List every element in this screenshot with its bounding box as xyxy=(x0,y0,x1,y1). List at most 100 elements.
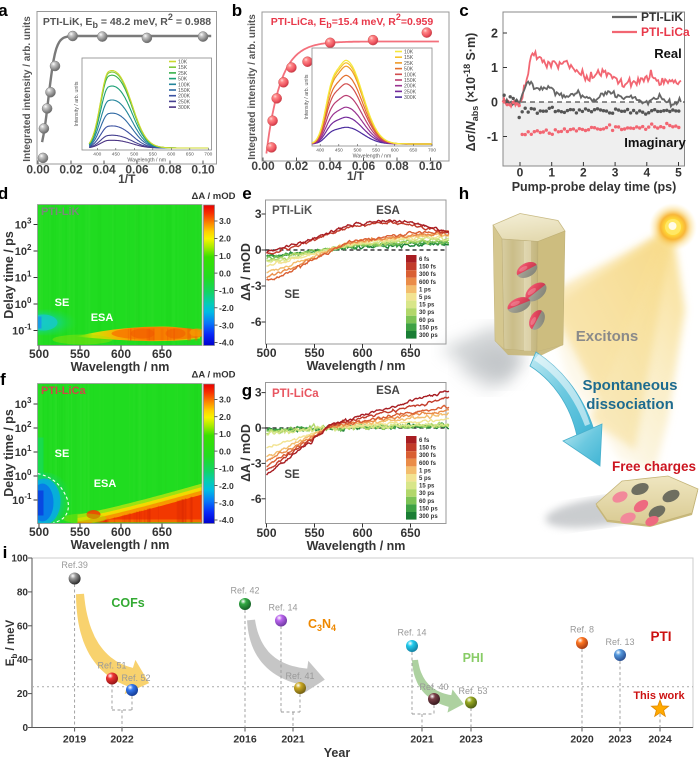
svg-text:400: 400 xyxy=(316,148,324,154)
svg-text:Ref. 14: Ref. 14 xyxy=(397,628,426,638)
svg-text:Wavelength / nm: Wavelength / nm xyxy=(71,538,170,552)
svg-text:-3.0: -3.0 xyxy=(219,498,234,508)
svg-text:300 fs: 300 fs xyxy=(419,272,437,278)
svg-text:600 fs: 600 fs xyxy=(419,461,437,467)
svg-text:100K: 100K xyxy=(404,72,417,78)
svg-text:550: 550 xyxy=(372,148,380,154)
svg-text:0: 0 xyxy=(255,243,262,257)
svg-text:Ref. 40: Ref. 40 xyxy=(419,682,448,692)
svg-text:c: c xyxy=(459,1,468,20)
svg-text:PTI-LiCa: PTI-LiCa xyxy=(641,25,690,39)
svg-text:650: 650 xyxy=(152,525,172,539)
svg-text:15 ps: 15 ps xyxy=(419,484,435,490)
svg-text:SE: SE xyxy=(55,448,70,460)
svg-text:PTI-LiK: PTI-LiK xyxy=(272,205,313,217)
svg-text:60: 60 xyxy=(17,621,29,632)
svg-text:Ref. 42: Ref. 42 xyxy=(230,586,259,596)
svg-text:PTI: PTI xyxy=(650,629,671,644)
svg-text:30 ps: 30 ps xyxy=(419,310,435,316)
svg-text:50K: 50K xyxy=(178,77,188,83)
svg-text:ESA: ESA xyxy=(94,478,117,490)
svg-text:2019: 2019 xyxy=(63,734,87,746)
svg-text:0: 0 xyxy=(491,96,498,110)
svg-text:500: 500 xyxy=(29,347,49,361)
svg-text:200K: 200K xyxy=(178,94,191,100)
svg-text:0.06: 0.06 xyxy=(125,163,149,177)
svg-text:0.02: 0.02 xyxy=(59,163,83,177)
svg-text:PTI-LiCa: PTI-LiCa xyxy=(41,385,86,397)
svg-text:0.10: 0.10 xyxy=(419,159,443,173)
svg-text:Imaginary: Imaginary xyxy=(624,135,686,150)
svg-text:550: 550 xyxy=(70,525,90,539)
svg-text:700: 700 xyxy=(428,148,436,154)
svg-text:Wavelength / nm: Wavelength / nm xyxy=(307,539,406,553)
svg-text:0.08: 0.08 xyxy=(385,159,409,173)
svg-text:100: 100 xyxy=(11,554,28,565)
svg-text:300 ps: 300 ps xyxy=(419,514,438,520)
svg-text:2022: 2022 xyxy=(110,734,134,746)
svg-text:1.0: 1.0 xyxy=(219,251,231,261)
svg-text:Delay time / ps: Delay time / ps xyxy=(2,409,16,497)
svg-text:Ref. 14: Ref. 14 xyxy=(268,603,297,613)
svg-text:100K: 100K xyxy=(178,82,191,88)
svg-text:1 ps: 1 ps xyxy=(419,287,432,293)
svg-text:600 fs: 600 fs xyxy=(419,280,437,286)
svg-text:25K: 25K xyxy=(404,61,414,67)
svg-text:650: 650 xyxy=(400,526,420,540)
svg-text:b: b xyxy=(232,1,242,20)
svg-text:25K: 25K xyxy=(178,71,188,77)
svg-text:150 ps: 150 ps xyxy=(419,506,438,512)
svg-text:e: e xyxy=(242,184,251,203)
svg-text:2020: 2020 xyxy=(570,734,594,746)
svg-text:Integrated intensity / arb. un: Integrated intensity / arb. units xyxy=(247,14,258,160)
svg-text:Integrated intensity / arb. un: Integrated intensity / arb. units xyxy=(22,16,33,162)
svg-text:Wavelength / nm: Wavelength / nm xyxy=(71,360,170,374)
svg-text:550: 550 xyxy=(149,152,157,158)
svg-text:1/T: 1/T xyxy=(118,172,136,186)
svg-text:Ref. 53: Ref. 53 xyxy=(458,686,487,696)
svg-text:0.00: 0.00 xyxy=(26,163,50,177)
svg-text:6 fs: 6 fs xyxy=(419,438,430,444)
svg-text:300K: 300K xyxy=(404,95,417,101)
svg-text:-1.0: -1.0 xyxy=(219,286,234,296)
svg-text:1.0: 1.0 xyxy=(219,429,231,439)
svg-text:0.02: 0.02 xyxy=(285,159,309,173)
svg-text:5 ps: 5 ps xyxy=(419,476,432,482)
svg-text:d: d xyxy=(0,184,8,203)
svg-text:ΔA / mOD: ΔA / mOD xyxy=(239,424,253,482)
svg-text:650: 650 xyxy=(400,346,420,360)
svg-text:500: 500 xyxy=(256,526,276,540)
svg-text:i: i xyxy=(3,543,8,562)
svg-text:a: a xyxy=(0,1,8,20)
svg-text:50K: 50K xyxy=(404,67,414,73)
svg-text:PTI-LiCa: PTI-LiCa xyxy=(272,388,319,400)
svg-text:200K: 200K xyxy=(404,84,417,90)
svg-text:-4.0: -4.0 xyxy=(219,338,234,348)
svg-text:-1: -1 xyxy=(487,130,498,144)
svg-text:ESA: ESA xyxy=(376,205,400,217)
svg-text:300 fs: 300 fs xyxy=(419,453,437,459)
svg-text:2021: 2021 xyxy=(410,734,434,746)
svg-text:10K: 10K xyxy=(404,50,414,56)
svg-text:0.06: 0.06 xyxy=(352,159,376,173)
svg-text:1 ps: 1 ps xyxy=(419,468,432,474)
svg-text:80: 80 xyxy=(17,587,29,598)
svg-text:-2.0: -2.0 xyxy=(219,303,234,313)
svg-text:700: 700 xyxy=(204,152,212,158)
svg-text:ΔA / mOD: ΔA / mOD xyxy=(192,191,236,202)
svg-text:2021: 2021 xyxy=(281,734,305,746)
svg-text:SE: SE xyxy=(55,297,70,309)
svg-text:Excitons: Excitons xyxy=(576,328,639,345)
svg-text:450: 450 xyxy=(112,152,120,158)
svg-text:150 fs: 150 fs xyxy=(419,265,437,271)
svg-text:-2.0: -2.0 xyxy=(219,481,234,491)
svg-text:-6: -6 xyxy=(251,492,262,506)
svg-text:Real: Real xyxy=(654,46,681,61)
svg-text:SE: SE xyxy=(284,289,300,301)
svg-text:-6: -6 xyxy=(251,315,262,329)
svg-text:COFs: COFs xyxy=(111,596,144,610)
svg-text:20: 20 xyxy=(17,689,29,700)
svg-text:PTI-LiK: PTI-LiK xyxy=(641,10,683,24)
svg-text:150 ps: 150 ps xyxy=(419,325,438,331)
svg-text:5: 5 xyxy=(675,166,682,180)
